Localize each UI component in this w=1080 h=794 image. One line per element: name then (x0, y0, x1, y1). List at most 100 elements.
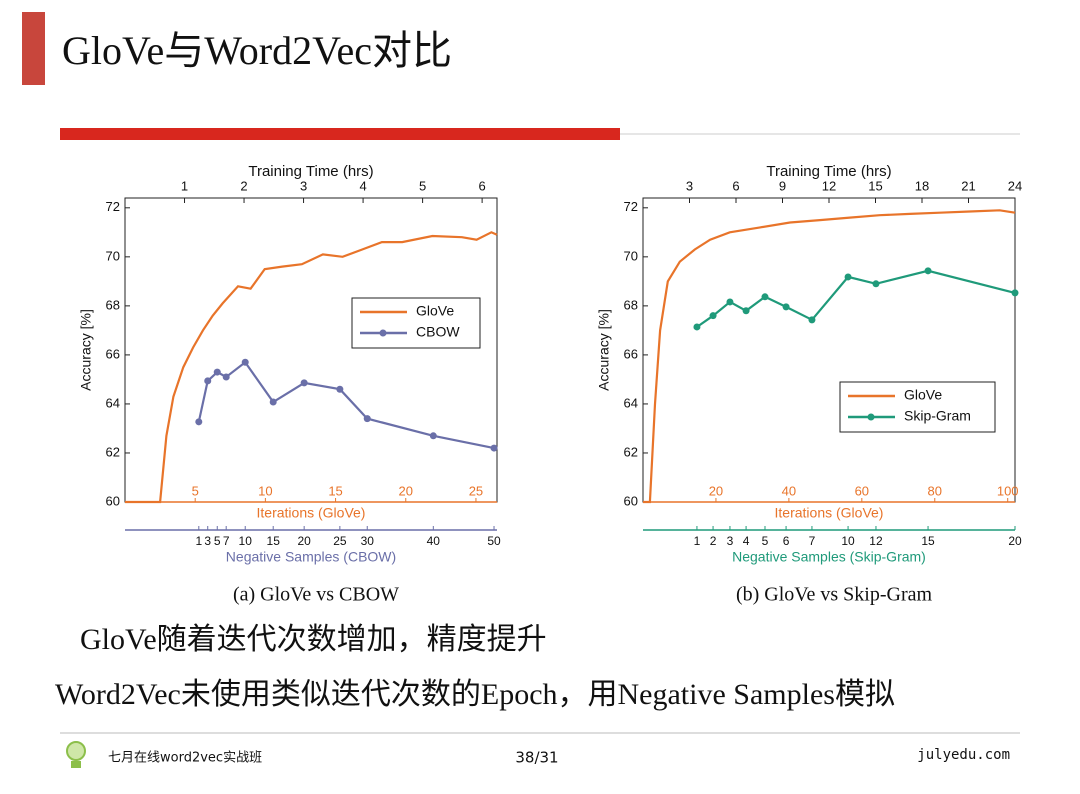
series-marker (195, 418, 203, 426)
iteration-tick-label: 25 (469, 483, 483, 498)
slide-title: GloVe与Word2Vec对比 (62, 28, 452, 73)
samples-tick-label: 10 (841, 534, 855, 548)
legend-box (351, 297, 481, 349)
footer-course: 七月在线word2vec实战班 (108, 751, 262, 766)
samples-tick-label: 10 (239, 534, 253, 548)
samples-tick-label: 3 (727, 534, 734, 548)
samples-tick-label: 25 (333, 534, 347, 548)
y-tick-label: 64 (624, 395, 638, 410)
legend-box (839, 381, 996, 433)
footer-page: 38/31 (515, 749, 558, 767)
legend-label: GloVe (416, 303, 454, 319)
legend-marker (379, 329, 387, 337)
series-marker (241, 358, 249, 366)
top-tick-label: 9 (779, 178, 786, 193)
top-tick-label: 1 (181, 178, 188, 193)
top-axis-label: Training Time (hrs) (248, 163, 373, 180)
chart-caption: (a) GloVe vs CBOW (233, 584, 399, 606)
series-marker (924, 267, 932, 275)
series-marker (363, 415, 371, 423)
iteration-tick-label: 80 (928, 483, 942, 498)
series-line (125, 231, 498, 504)
series-marker (300, 379, 308, 387)
legend-label: CBOW (416, 324, 460, 340)
top-tick-label: 2 (240, 178, 247, 193)
samples-tick-label: 3 (204, 534, 211, 548)
y-tick-label: 68 (624, 297, 638, 312)
series-marker (808, 316, 816, 324)
series-marker (490, 444, 498, 452)
title-bar (60, 128, 620, 140)
iteration-tick-label: 5 (192, 483, 199, 498)
top-tick-label: 24 (1008, 178, 1022, 193)
series-marker (213, 368, 221, 376)
series-marker (761, 293, 769, 301)
series-marker (726, 298, 734, 306)
top-tick-label: 3 (686, 178, 693, 193)
samples-tick-label: 1 (694, 534, 701, 548)
top-tick-label: 15 (868, 178, 882, 193)
series-marker (222, 373, 230, 381)
samples-tick-label: 50 (487, 534, 501, 548)
samples-tick-label: 15 (267, 534, 281, 548)
samples-axis-label: Negative Samples (CBOW) (226, 549, 396, 565)
series-marker (336, 385, 344, 393)
samples-tick-label: 7 (809, 534, 816, 548)
y-tick-label: 64 (106, 395, 120, 410)
series-marker (742, 307, 750, 315)
samples-tick-label: 30 (361, 534, 375, 548)
chart-caption: (b) GloVe vs Skip-Gram (736, 584, 933, 606)
samples-tick-label: 7 (223, 534, 230, 548)
iteration-tick-label: 20 (399, 483, 413, 498)
series-marker (709, 312, 717, 320)
samples-tick-label: 15 (921, 534, 935, 548)
top-axis-label: Training Time (hrs) (766, 163, 891, 180)
series-marker (844, 273, 852, 281)
samples-tick-label: 12 (869, 534, 883, 548)
top-tick-label: 6 (732, 178, 739, 193)
series-line (197, 360, 495, 450)
samples-tick-label: 6 (783, 534, 790, 548)
y-tick-label: 66 (624, 346, 638, 361)
samples-tick-label: 1 (195, 534, 202, 548)
iteration-tick-label: 100 (997, 483, 1019, 498)
top-tick-label: 12 (822, 178, 836, 193)
legend-label: GloVe (904, 387, 942, 403)
plot-frame (642, 197, 1016, 503)
series-line (696, 269, 1016, 328)
series-marker (204, 377, 212, 385)
y-tick-label: 66 (106, 346, 120, 361)
y-tick-label: 72 (106, 199, 120, 214)
samples-tick-label: 40 (427, 534, 441, 548)
series-marker (429, 432, 437, 440)
bulb-icon (66, 741, 86, 768)
series-marker (872, 280, 880, 288)
iteration-tick-label: 20 (709, 483, 723, 498)
footer-site: julyedu.com (917, 747, 1010, 763)
title-accent (22, 12, 45, 85)
top-tick-label: 4 (359, 178, 366, 193)
samples-tick-label: 20 (297, 534, 311, 548)
y-tick-label: 62 (106, 444, 120, 459)
y-axis-label: Accuracy [%] (78, 309, 94, 391)
samples-tick-label: 5 (762, 534, 769, 548)
top-tick-label: 5 (419, 178, 426, 193)
iteration-axis-label: Iterations (GloVe) (775, 505, 884, 521)
top-tick-label: 6 (479, 178, 486, 193)
samples-axis-label: Negative Samples (Skip-Gram) (732, 549, 926, 565)
y-tick-label: 68 (106, 297, 120, 312)
y-tick-label: 70 (624, 248, 638, 263)
legend-label: Skip-Gram (904, 408, 971, 424)
body-line: GloVe随着迭代次数增加，精度提升 (80, 623, 547, 656)
series-marker (693, 323, 701, 331)
y-tick-label: 72 (624, 199, 638, 214)
y-tick-label: 60 (624, 493, 638, 508)
samples-tick-label: 20 (1008, 534, 1022, 548)
series-marker (782, 303, 790, 311)
body-line: Word2Vec未使用类似迭代次数的Epoch，用Negative Sample… (55, 678, 895, 711)
y-tick-label: 62 (624, 444, 638, 459)
y-axis-label: Accuracy [%] (596, 309, 612, 391)
samples-tick-label: 4 (743, 534, 750, 548)
